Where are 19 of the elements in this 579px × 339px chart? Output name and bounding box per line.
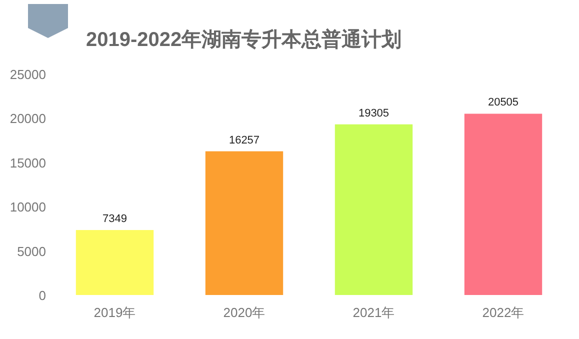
data-label: 19305 [358,107,390,120]
y-tick-label: 0 [38,288,46,303]
x-tick-label: 2019年 [94,305,136,320]
data-label: 20505 [488,96,519,109]
y-tick-label: 20000 [10,111,46,126]
bar [76,230,154,295]
x-tick-label: 2022年 [482,305,524,320]
y-tick-label: 10000 [10,200,46,215]
bar [464,114,542,295]
y-tick-label: 25000 [10,67,46,82]
y-tick-label: 15000 [10,155,46,170]
bar [334,124,413,295]
y-tick-label: 5000 [17,244,46,259]
chart-title: 2019-2022年湖南专升本总普通计划 [86,28,402,51]
x-tick-label: 2020年 [223,305,266,320]
data-label: 7349 [102,213,127,226]
x-tick-label: 2021年 [352,305,395,320]
data-label: 16257 [228,134,260,146]
bar [205,151,284,295]
